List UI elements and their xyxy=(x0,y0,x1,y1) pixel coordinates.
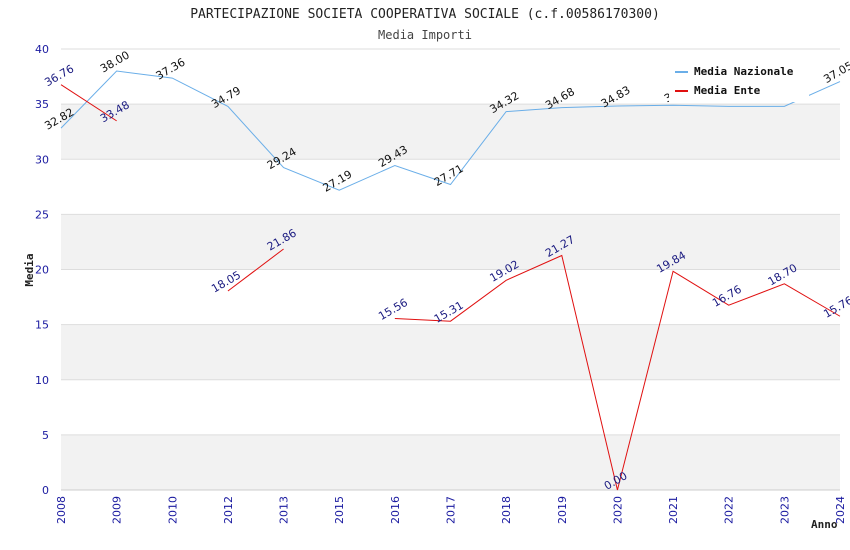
series-line xyxy=(60,84,117,122)
y-axis-ticks: 0 5 10 15 20 25 30 35 40 xyxy=(35,43,49,497)
x-axis-label: Anno xyxy=(811,518,838,531)
series-line xyxy=(60,70,841,191)
data-label: 15.31 xyxy=(432,299,466,326)
grid-band xyxy=(61,434,840,490)
x-tick-label: 2015 xyxy=(333,496,346,524)
y-tick-label: 35 xyxy=(35,98,49,111)
data-label: 16.76 xyxy=(710,283,744,310)
legend-label-media-nazionale: Media Nazionale xyxy=(694,65,794,78)
series-line xyxy=(227,248,284,292)
data-label: 27.19 xyxy=(321,168,355,195)
y-tick-label: 15 xyxy=(35,319,49,332)
data-label: 37.05 xyxy=(821,59,850,86)
data-label: 15.76 xyxy=(821,294,850,321)
data-label: 18.05 xyxy=(209,268,243,295)
data-label: 37.36 xyxy=(154,56,188,83)
x-tick-label: 2023 xyxy=(778,496,791,524)
x-tick-label: 2013 xyxy=(278,496,291,524)
grid-band xyxy=(61,104,840,160)
x-tick-label: 2009 xyxy=(111,496,124,524)
data-label: 27.71 xyxy=(432,162,466,189)
x-tick-label: 2016 xyxy=(389,496,402,524)
y-tick-label: 20 xyxy=(35,264,49,277)
legend-box xyxy=(669,60,809,102)
data-label: 36.76 xyxy=(42,62,76,89)
y-tick-label: 30 xyxy=(35,153,49,166)
x-axis-ticks: 2008 2009 2010 2012 2013 2015 2016 2017 2018 2019… xyxy=(55,496,847,524)
y-tick-label: 40 xyxy=(35,43,49,56)
data-label: 38.00 xyxy=(98,49,132,76)
grid-bands xyxy=(61,104,840,490)
x-tick-label: 2012 xyxy=(222,496,235,524)
grid-band xyxy=(61,214,840,270)
x-tick-label: 2018 xyxy=(500,496,513,524)
x-tick-label: 2017 xyxy=(445,496,458,524)
legend: Media Nazionale Media Ente xyxy=(669,60,809,102)
chart-subtitle: Media Importi xyxy=(378,28,472,42)
grid-band xyxy=(61,324,840,380)
series-line xyxy=(394,254,841,491)
x-tick-label: 2010 xyxy=(166,496,179,524)
chart-title: PARTECIPAZIONE SOCIETA COOPERATIVA SOCIA… xyxy=(190,7,660,22)
y-tick-label: 5 xyxy=(42,429,49,442)
y-tick-label: 0 xyxy=(42,484,49,497)
x-tick-label: 2024 xyxy=(834,496,847,524)
y-tick-label: 10 xyxy=(35,374,49,387)
y-tick-label: 25 xyxy=(35,208,49,221)
x-tick-label: 2022 xyxy=(723,496,736,524)
y-axis-label: Media xyxy=(23,253,36,286)
x-tick-label: 2008 xyxy=(55,496,68,524)
legend-label-media-ente: Media Ente xyxy=(694,84,761,97)
x-tick-label: 2019 xyxy=(556,496,569,524)
x-tick-label: 2020 xyxy=(611,496,624,524)
x-tick-label: 2021 xyxy=(667,496,680,524)
